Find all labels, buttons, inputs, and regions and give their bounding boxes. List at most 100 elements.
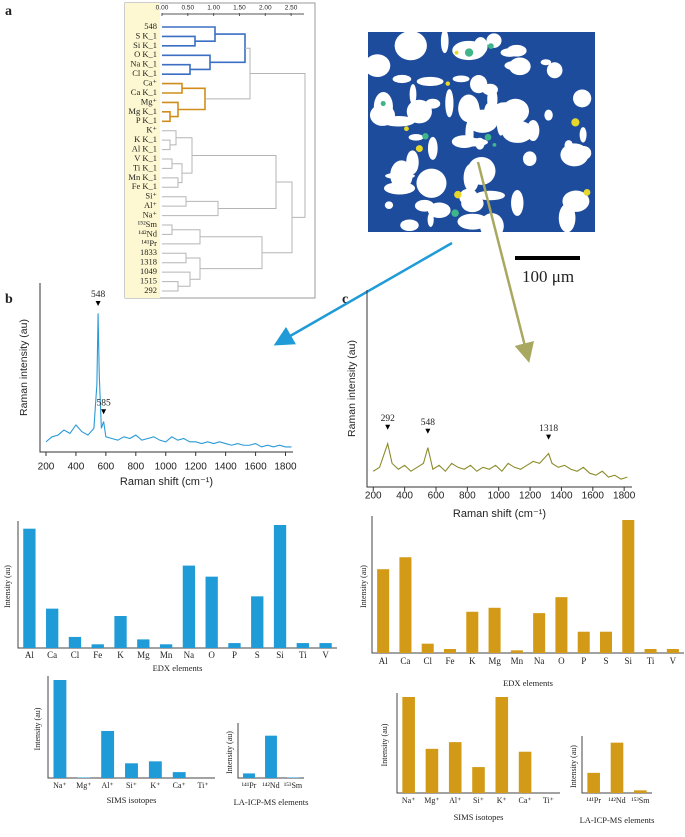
peak-label: 1318	[539, 424, 558, 434]
x-tick-label: 200	[365, 491, 382, 502]
x-axis-label: EDX elements	[153, 663, 203, 673]
pore	[502, 98, 530, 124]
scale-bar-label: 100 μm	[522, 267, 574, 286]
leaf-label: 292	[144, 285, 157, 295]
pore	[400, 219, 419, 232]
x-tick-label: ¹⁵³Sm	[631, 796, 650, 805]
leaf-label: S K_1	[136, 30, 158, 40]
x-tick-label: Al⁺	[449, 796, 461, 805]
pore	[467, 109, 498, 133]
x-tick-label: 200	[38, 462, 55, 473]
pore	[475, 190, 505, 201]
bar	[182, 565, 196, 648]
x-tick-label: Si	[625, 656, 633, 666]
pore	[501, 120, 534, 143]
leaf-label: Al⁺	[144, 200, 158, 210]
leaf-label: Mg⁺	[141, 96, 158, 106]
leaf-label: V K_1	[134, 153, 157, 163]
axis-line	[237, 723, 304, 779]
x-tick-label: Ca⁺	[173, 781, 186, 790]
leaf-label: Cl K_1	[132, 68, 157, 78]
x-tick-label: Mg⁺	[424, 796, 439, 805]
x-axis-label: Raman shift (cm⁻¹)	[453, 508, 546, 520]
bar	[448, 742, 462, 793]
leaf-label: Ti K_1	[133, 162, 157, 172]
leaf-label: Mg K_1	[128, 106, 157, 116]
x-tick-label: 400	[396, 491, 413, 502]
bar	[273, 525, 287, 648]
arrow	[476, 161, 534, 363]
leaf-label: Na K_1	[130, 59, 157, 69]
axis-line	[371, 516, 684, 654]
x-tick-label: ¹⁵³Sm	[284, 781, 303, 790]
x-tick-label: Mg⁺	[76, 781, 91, 790]
x-axis-label: SIMS isotopes	[107, 795, 157, 805]
bar	[533, 613, 546, 653]
x-tick-label: Ca	[400, 656, 410, 666]
bar	[421, 643, 434, 653]
pore	[390, 160, 413, 190]
leaf-label: 1515	[140, 276, 157, 286]
bar	[510, 650, 523, 653]
peak-label: 585	[96, 398, 111, 408]
spectrum	[45, 313, 292, 448]
x-tick-label: O	[208, 650, 215, 660]
pore	[373, 91, 393, 122]
bar	[402, 697, 415, 793]
leaf-label: P K_1	[136, 115, 157, 125]
x-tick-label: V	[322, 650, 329, 660]
leaf-label: O K_1	[134, 49, 157, 59]
pore	[522, 151, 537, 167]
x-tick-label: K	[117, 650, 124, 660]
x-tick-label: 1000	[155, 462, 178, 473]
y-axis-label: Intensity (au)	[225, 731, 234, 774]
x-tick-label: Mn	[511, 656, 524, 666]
leaf-label: ¹⁴²Nd	[139, 228, 158, 238]
y-axis-label: Intensity (au)	[569, 745, 578, 788]
x-axis-label: LA-ICP-MS elements	[234, 797, 309, 807]
pore	[480, 213, 504, 240]
pore	[558, 203, 576, 233]
x-tick-label: O	[558, 656, 565, 666]
bar	[622, 520, 635, 653]
x-tick-label: 2.00	[259, 5, 272, 12]
x-tick-label: S	[603, 656, 608, 666]
leaf-label: 1318	[140, 257, 157, 267]
leaf-label: Al K_1	[132, 144, 157, 154]
leaf-label: Fe K_1	[132, 181, 157, 191]
pore	[546, 62, 563, 79]
leaf-label: ¹⁵²Sm	[138, 219, 158, 229]
leaf-label: Si K_1	[133, 40, 157, 50]
panel-label: b	[5, 292, 13, 307]
bar	[68, 636, 82, 648]
x-tick-label: ¹⁴¹Pr	[242, 781, 257, 790]
x-tick-label: ¹⁴²Nd	[262, 781, 279, 790]
axis-line	[366, 290, 632, 488]
peak-marker	[546, 434, 552, 440]
inclusion	[583, 189, 591, 196]
x-tick-label: Na⁺	[402, 796, 416, 805]
x-axis-label: SIMS isotopes	[454, 812, 504, 822]
bar	[243, 773, 255, 778]
y-axis-label: Intensity (au)	[33, 707, 42, 750]
x-tick-label: 0.50	[181, 5, 194, 12]
x-tick-label: Ti	[647, 656, 655, 666]
pore	[511, 189, 524, 216]
x-tick-label: 2.50	[285, 5, 298, 12]
bar	[644, 649, 657, 653]
leaf-label: Si⁺	[145, 191, 157, 201]
pore	[461, 194, 484, 213]
pore	[573, 89, 592, 108]
x-tick-label: Na	[534, 656, 545, 666]
pore	[526, 119, 540, 142]
pore	[392, 74, 412, 84]
x-tick-label: P	[581, 656, 586, 666]
x-axis-label: EDX elements	[503, 678, 553, 688]
y-axis-label: Raman intensity (au)	[18, 319, 30, 416]
x-tick-label: Al⁺	[102, 781, 114, 790]
bar	[466, 611, 479, 653]
peak-marker	[95, 301, 101, 307]
bar	[23, 528, 36, 648]
x-tick-label: Mg	[488, 656, 501, 666]
